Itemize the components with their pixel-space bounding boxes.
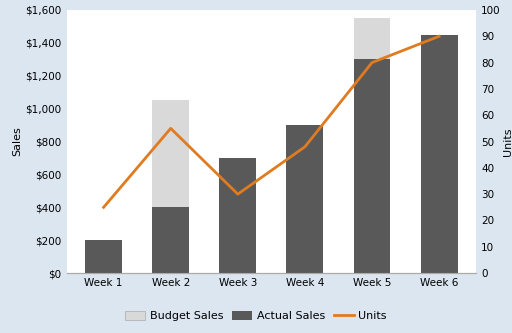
Bar bbox=[152, 207, 189, 273]
Units bbox=[369, 61, 375, 65]
Units bbox=[302, 145, 308, 149]
Y-axis label: Sales: Sales bbox=[13, 127, 23, 157]
Y-axis label: Units: Units bbox=[503, 127, 512, 156]
Bar bbox=[354, 18, 391, 273]
Units bbox=[436, 34, 442, 38]
Units bbox=[234, 192, 241, 196]
Bar bbox=[85, 240, 122, 273]
Bar bbox=[152, 101, 189, 273]
Units bbox=[100, 205, 106, 209]
Bar bbox=[354, 59, 391, 273]
Line: Units: Units bbox=[103, 36, 439, 207]
Bar bbox=[286, 142, 324, 273]
Units bbox=[167, 127, 174, 131]
Bar bbox=[85, 240, 122, 273]
Bar bbox=[421, 59, 458, 273]
Legend: Budget Sales, Actual Sales, Units: Budget Sales, Actual Sales, Units bbox=[121, 306, 391, 326]
Bar bbox=[421, 35, 458, 273]
Bar bbox=[219, 182, 257, 273]
Bar bbox=[286, 125, 324, 273]
Bar bbox=[219, 158, 257, 273]
